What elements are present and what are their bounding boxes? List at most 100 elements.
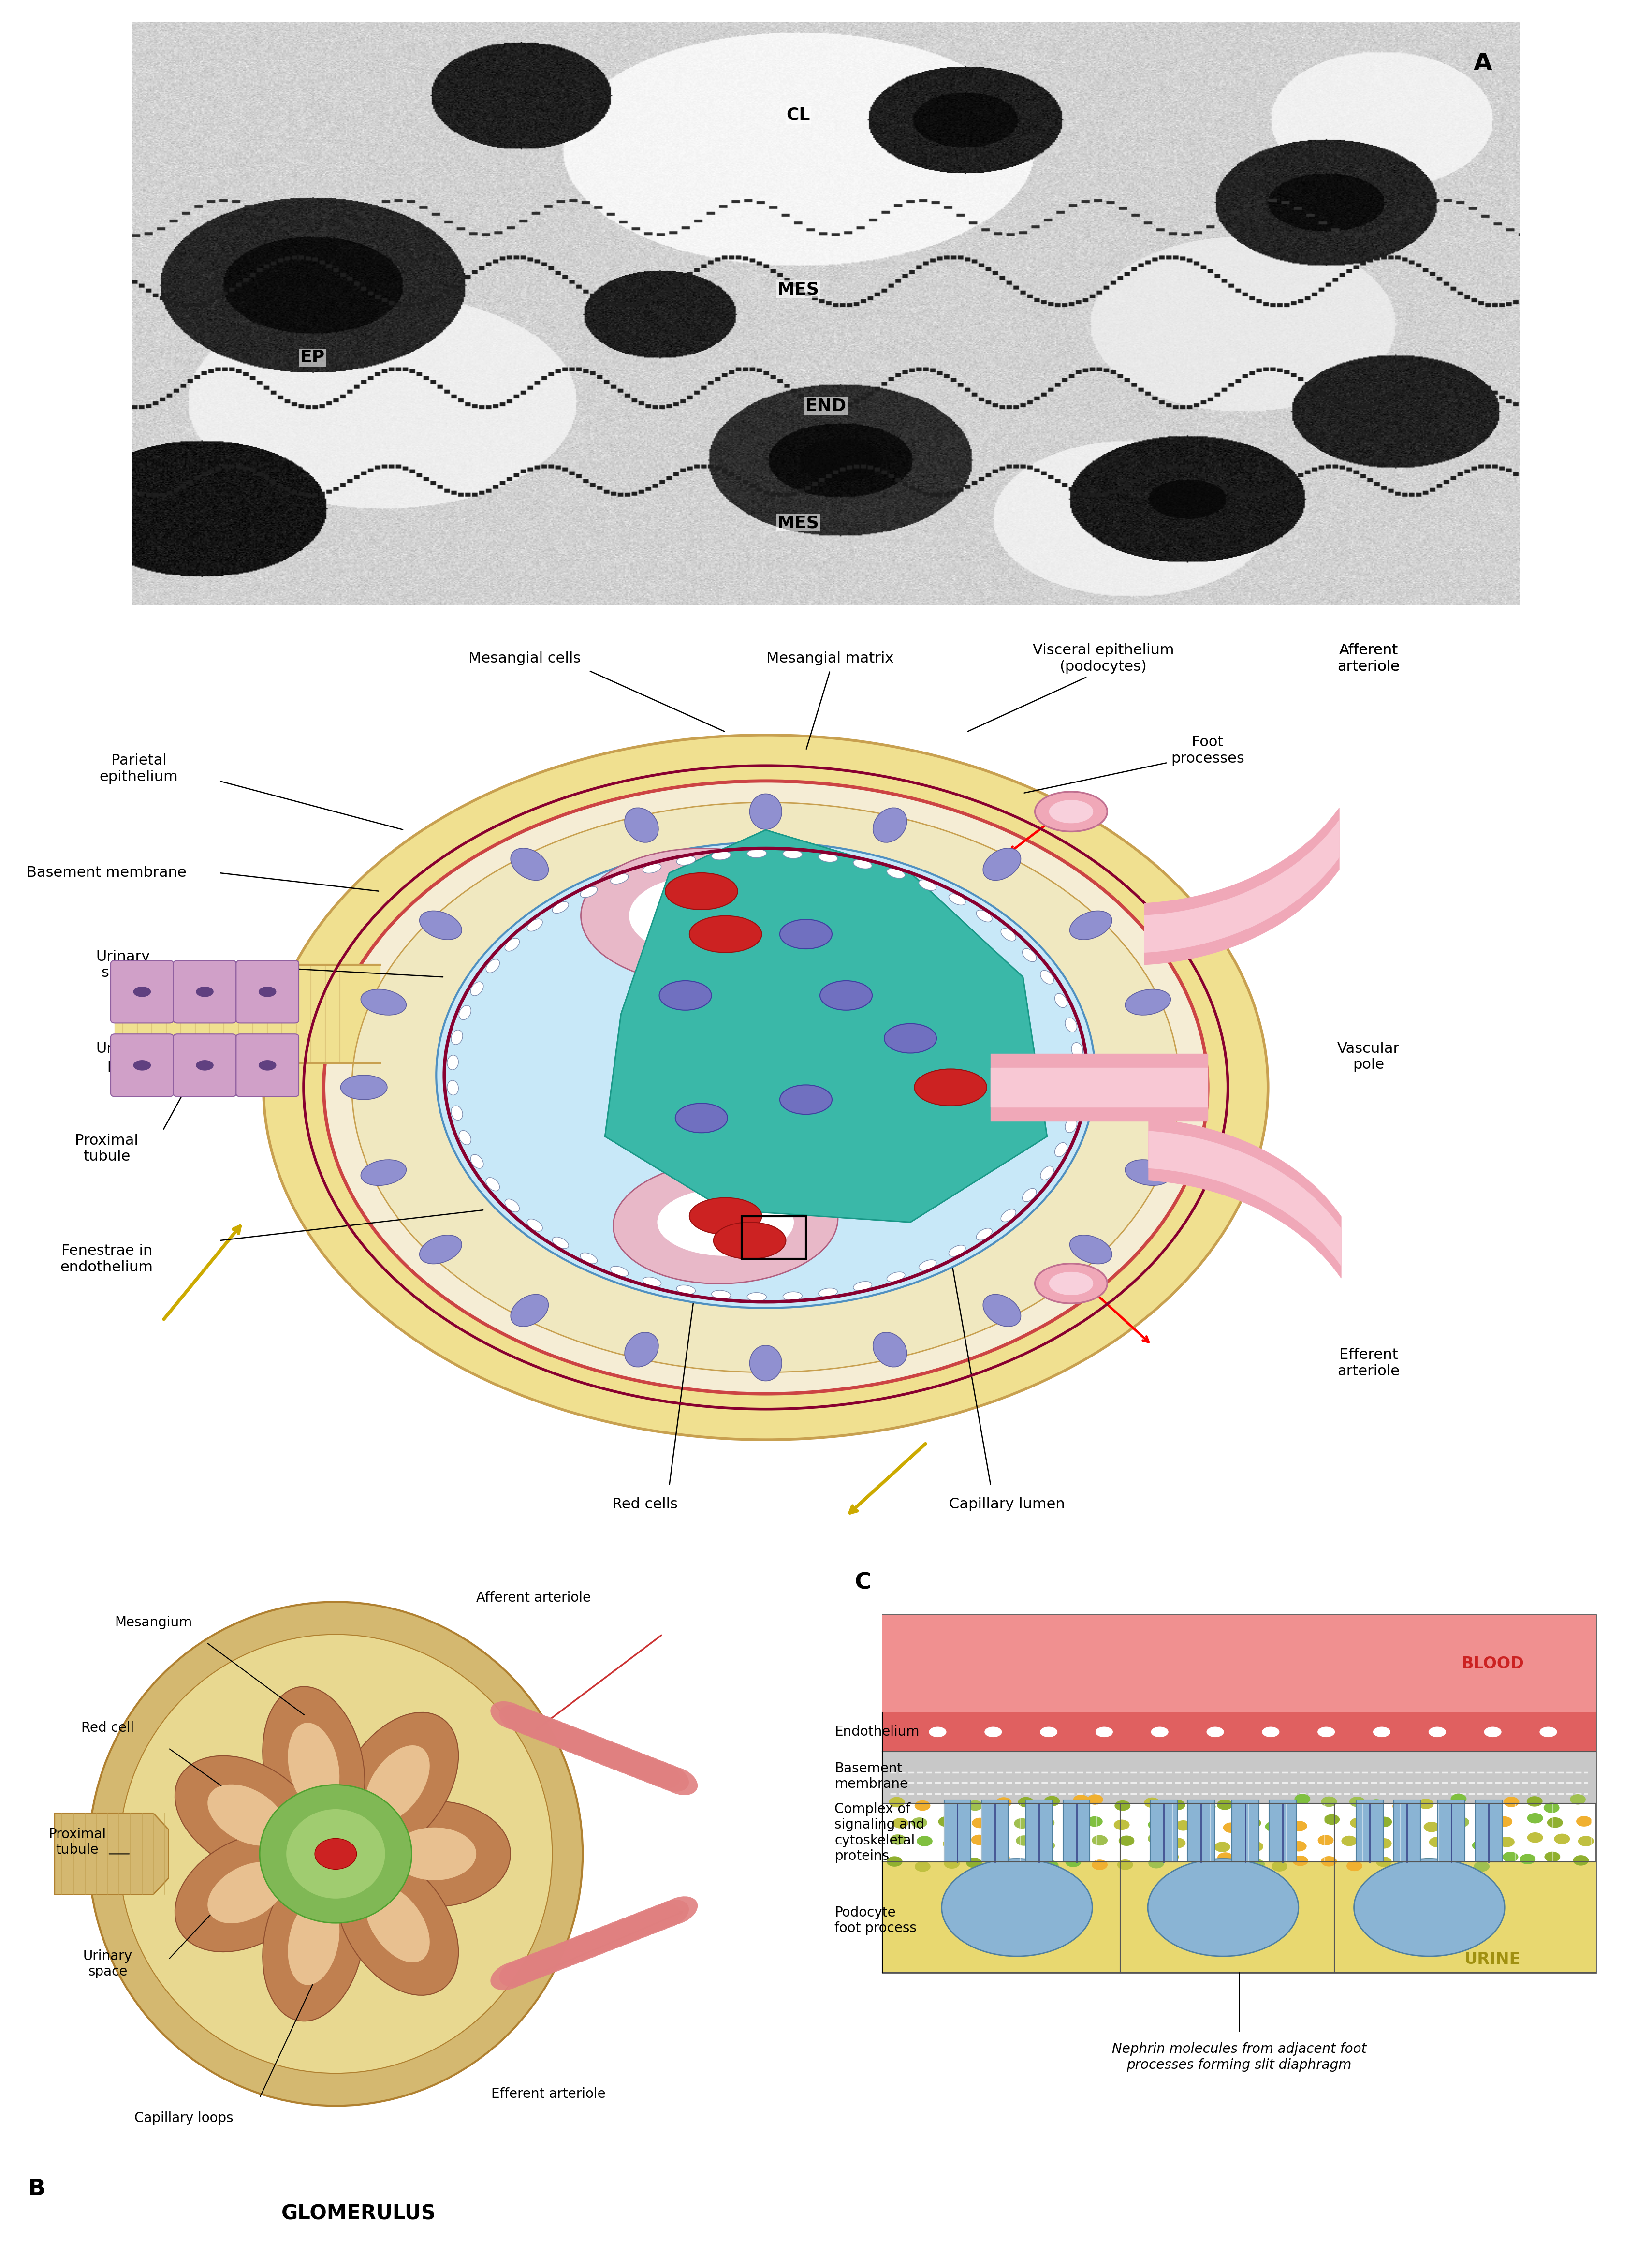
Text: Mesangial cells: Mesangial cells: [469, 652, 582, 666]
Ellipse shape: [1199, 1832, 1216, 1843]
Ellipse shape: [552, 1726, 591, 1753]
Ellipse shape: [750, 794, 781, 830]
Polygon shape: [605, 830, 1047, 1222]
Bar: [882, 1713, 1596, 1751]
Ellipse shape: [471, 982, 484, 995]
Ellipse shape: [747, 850, 767, 859]
Text: Basement
membrane: Basement membrane: [834, 1762, 909, 1791]
Ellipse shape: [263, 1686, 365, 1847]
Ellipse shape: [1148, 1821, 1165, 1829]
Ellipse shape: [420, 1235, 461, 1264]
Ellipse shape: [991, 1816, 1006, 1825]
Ellipse shape: [1039, 1818, 1054, 1827]
Ellipse shape: [578, 1928, 618, 1955]
Ellipse shape: [852, 859, 872, 870]
Ellipse shape: [1151, 1726, 1168, 1738]
Ellipse shape: [1526, 1796, 1543, 1807]
Ellipse shape: [1034, 1264, 1107, 1303]
Ellipse shape: [1502, 1852, 1518, 1863]
Text: MES: MES: [776, 282, 819, 298]
Ellipse shape: [335, 1713, 458, 1856]
Ellipse shape: [605, 1917, 644, 1946]
Ellipse shape: [1018, 1798, 1034, 1807]
Ellipse shape: [1170, 1838, 1186, 1847]
Ellipse shape: [889, 1796, 905, 1807]
Ellipse shape: [525, 1948, 565, 1977]
Ellipse shape: [613, 1161, 838, 1285]
Ellipse shape: [1290, 1841, 1307, 1852]
Ellipse shape: [623, 1910, 662, 1939]
Ellipse shape: [676, 1103, 727, 1132]
Text: Proximal
tubule: Proximal tubule: [74, 1134, 139, 1164]
Ellipse shape: [1072, 1821, 1089, 1832]
Ellipse shape: [1546, 1818, 1563, 1827]
Ellipse shape: [509, 1708, 548, 1738]
Ellipse shape: [1199, 1800, 1216, 1812]
FancyBboxPatch shape: [236, 1034, 299, 1096]
Ellipse shape: [613, 1749, 654, 1778]
Ellipse shape: [1355, 1859, 1505, 1957]
Ellipse shape: [1175, 1821, 1191, 1832]
Ellipse shape: [1023, 948, 1036, 962]
Bar: [1188, 1800, 1214, 1861]
Ellipse shape: [1087, 1816, 1102, 1827]
Ellipse shape: [1545, 1852, 1559, 1863]
Bar: [882, 1861, 1596, 1973]
Text: Capillary loops: Capillary loops: [134, 2112, 233, 2125]
Ellipse shape: [1054, 1143, 1067, 1157]
Ellipse shape: [1016, 1836, 1032, 1845]
Text: Urinary
space: Urinary space: [83, 1951, 132, 1980]
Ellipse shape: [527, 919, 542, 930]
Ellipse shape: [1095, 1726, 1113, 1738]
Ellipse shape: [544, 1942, 583, 1971]
Ellipse shape: [544, 1722, 583, 1751]
Text: Fenestrae in
endothelium: Fenestrae in endothelium: [59, 1244, 154, 1273]
Ellipse shape: [928, 1726, 947, 1738]
Ellipse shape: [976, 1229, 993, 1240]
Ellipse shape: [948, 895, 965, 906]
Ellipse shape: [1373, 1726, 1391, 1738]
Text: Nephrin molecules from adjacent foot
processes forming slit diaphragm: Nephrin molecules from adjacent foot pro…: [1112, 2042, 1366, 2072]
Ellipse shape: [1318, 1726, 1335, 1738]
Ellipse shape: [510, 847, 548, 881]
Ellipse shape: [287, 1897, 340, 1984]
Text: Afferent arteriole: Afferent arteriole: [476, 1592, 590, 1605]
Bar: [882, 1614, 1596, 1973]
Ellipse shape: [1034, 791, 1107, 832]
Ellipse shape: [436, 843, 1095, 1307]
Ellipse shape: [491, 1962, 530, 1991]
Ellipse shape: [552, 1937, 591, 1966]
Ellipse shape: [1569, 1794, 1586, 1805]
Ellipse shape: [1292, 1821, 1307, 1832]
Ellipse shape: [1323, 1814, 1340, 1825]
Ellipse shape: [134, 986, 150, 998]
Ellipse shape: [631, 1906, 671, 1935]
Ellipse shape: [534, 1944, 575, 1973]
Ellipse shape: [985, 1726, 1001, 1738]
Ellipse shape: [1398, 1861, 1414, 1870]
Ellipse shape: [286, 1809, 385, 1899]
Ellipse shape: [689, 1197, 762, 1235]
Ellipse shape: [1421, 1859, 1436, 1868]
Ellipse shape: [1472, 1841, 1488, 1850]
Ellipse shape: [471, 1155, 484, 1168]
Bar: [1475, 1800, 1502, 1861]
Ellipse shape: [1475, 1800, 1492, 1812]
Text: CL: CL: [786, 108, 809, 123]
Ellipse shape: [919, 879, 937, 890]
Ellipse shape: [175, 1834, 319, 1953]
Ellipse shape: [360, 1159, 406, 1186]
Ellipse shape: [971, 1818, 988, 1827]
Ellipse shape: [1044, 1796, 1061, 1807]
Ellipse shape: [887, 1271, 905, 1282]
Ellipse shape: [1272, 1861, 1287, 1872]
Bar: [882, 1751, 1596, 1803]
Ellipse shape: [887, 868, 905, 879]
Bar: [981, 1800, 1008, 1861]
Ellipse shape: [649, 1899, 689, 1928]
Bar: [943, 1800, 971, 1861]
FancyBboxPatch shape: [173, 1034, 236, 1096]
Text: Proximal
tubule: Proximal tubule: [48, 1827, 106, 1856]
Ellipse shape: [1039, 1841, 1056, 1852]
Ellipse shape: [943, 1859, 960, 1868]
